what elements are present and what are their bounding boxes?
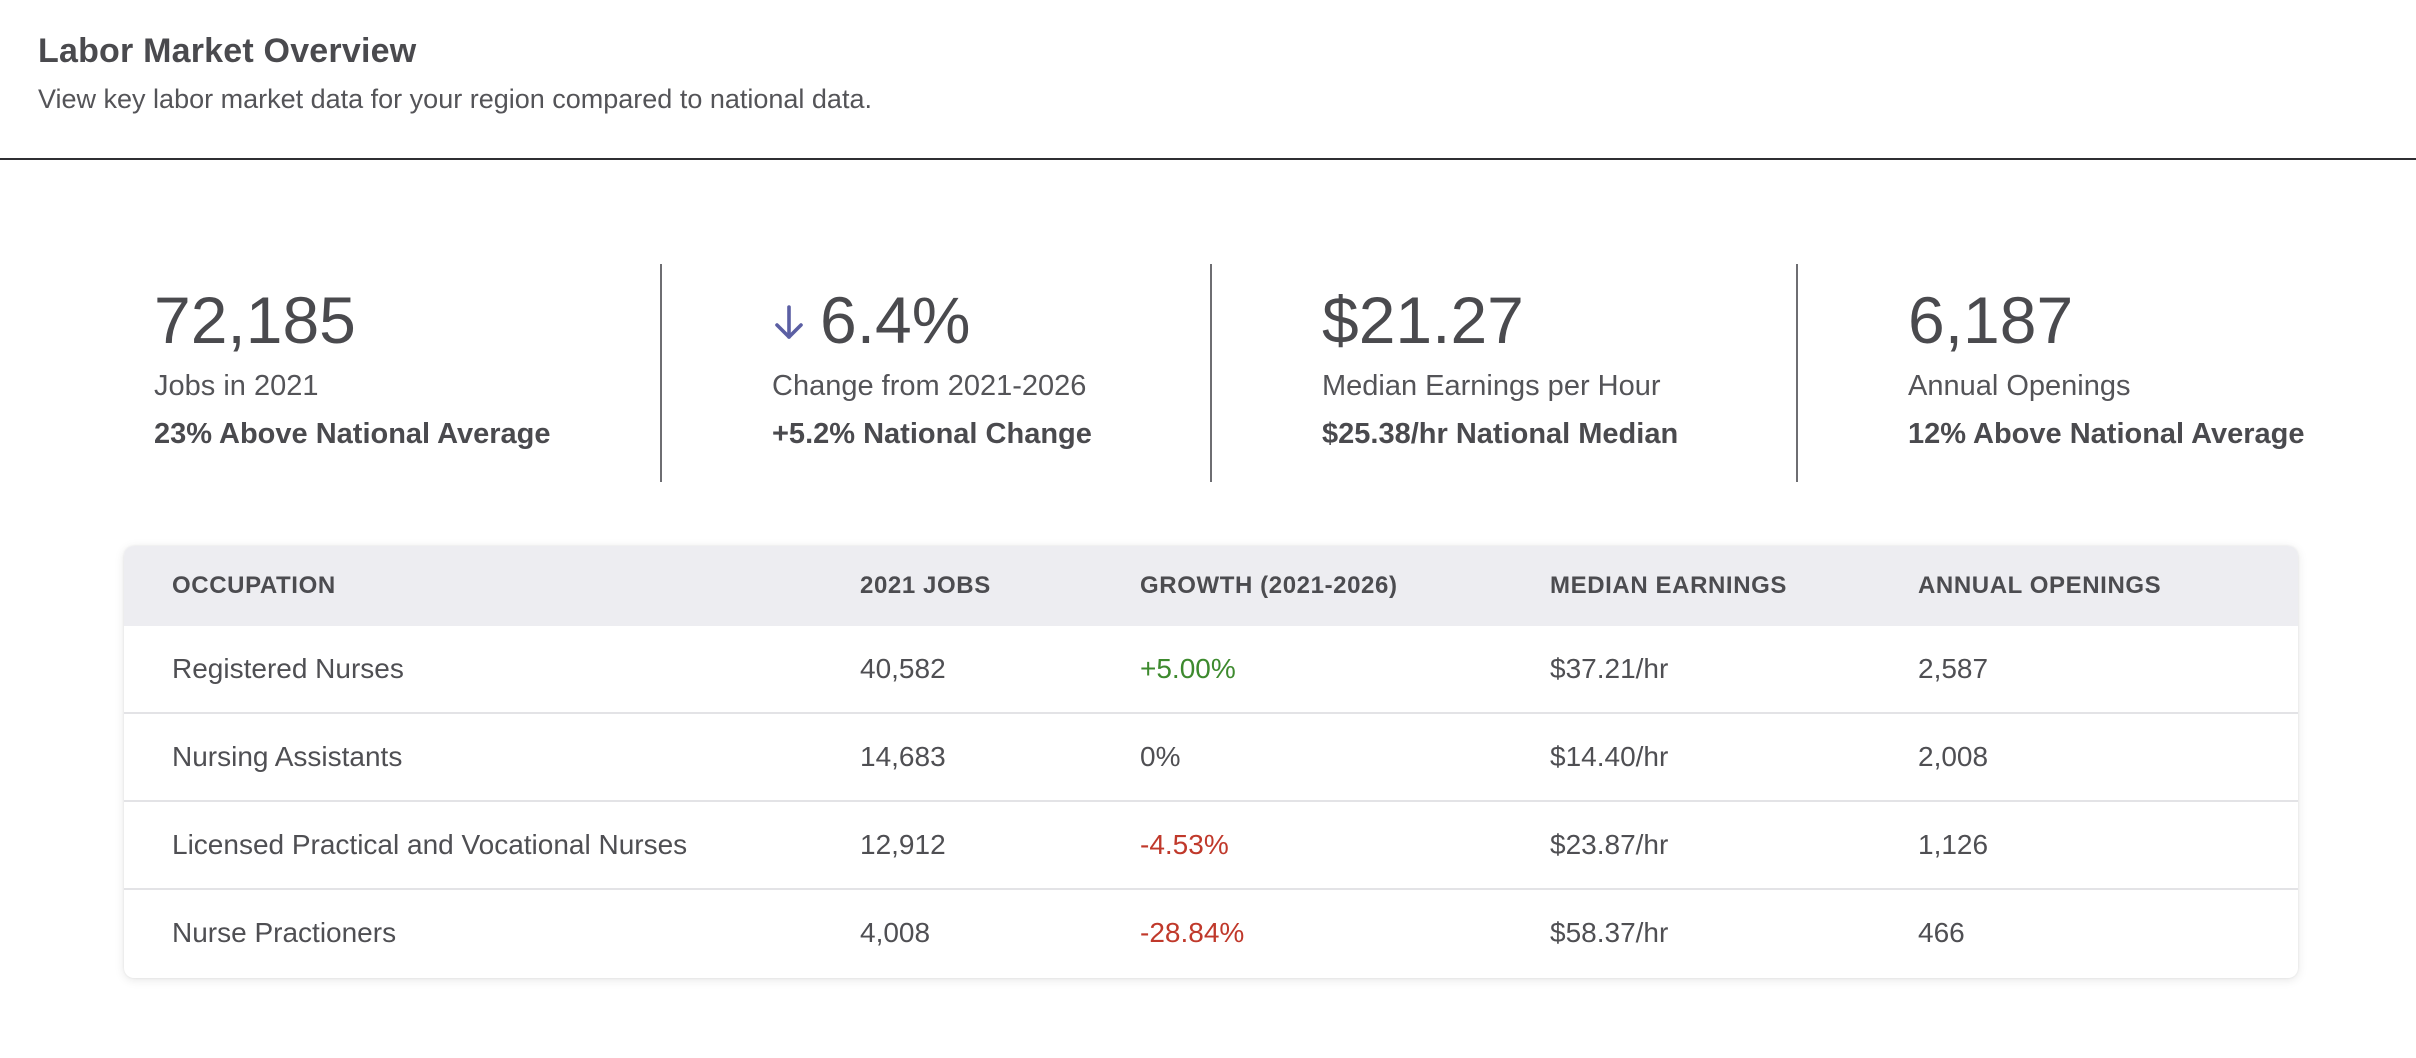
stats-row: 72,185 Jobs in 2021 23% Above National A… bbox=[0, 264, 2416, 484]
stat-label: Jobs in 2021 bbox=[154, 370, 319, 402]
cell-occupation: Nurse Practioners bbox=[172, 917, 397, 948]
stat-value: $21.27 bbox=[1322, 283, 1524, 357]
cell-jobs: 4,008 bbox=[860, 917, 931, 948]
cell-earnings: $58.37/hr bbox=[1550, 917, 1669, 948]
cell-openings: 2,008 bbox=[1918, 741, 1989, 772]
arrow-down-icon bbox=[775, 305, 803, 339]
table-row[interactable]: Licensed Practical and Vocational Nurses… bbox=[124, 802, 2298, 890]
stat-divider bbox=[660, 264, 662, 482]
cell-growth: -28.84% bbox=[1140, 917, 1245, 948]
stat-compare: +5.2% National Change bbox=[772, 418, 1092, 450]
cell-earnings: $23.87/hr bbox=[1550, 829, 1669, 860]
cell-occupation: Registered Nurses bbox=[172, 653, 404, 684]
stat-label: Annual Openings bbox=[1908, 370, 2131, 402]
stat-value: 72,185 bbox=[154, 283, 356, 357]
cell-openings: 2,587 bbox=[1918, 653, 1989, 684]
page-header: Labor Market Overview View key labor mar… bbox=[0, 0, 2416, 160]
cell-jobs: 40,582 bbox=[860, 653, 946, 684]
occupation-table: OCCUPATION 2021 JOBS GROWTH (2021-2026) … bbox=[124, 546, 2298, 978]
table-row[interactable]: Registered Nurses 40,582 +5.00% $37.21/h… bbox=[124, 626, 2298, 714]
column-header-jobs[interactable]: 2021 JOBS bbox=[860, 572, 991, 599]
table-row[interactable]: Nursing Assistants 14,683 0% $14.40/hr 2… bbox=[124, 714, 2298, 802]
page-subtitle: View key labor market data for your regi… bbox=[38, 84, 872, 114]
stat-value: 6,187 bbox=[1908, 283, 2074, 357]
stat-divider bbox=[1210, 264, 1212, 482]
cell-growth: +5.00% bbox=[1140, 653, 1236, 684]
stat-label: Change from 2021-2026 bbox=[772, 370, 1087, 402]
table-row[interactable]: Nurse Practioners 4,008 -28.84% $58.37/h… bbox=[124, 890, 2298, 978]
cell-growth: -4.53% bbox=[1140, 829, 1229, 860]
column-header-openings[interactable]: ANNUAL OPENINGS bbox=[1918, 572, 2162, 599]
column-header-occupation[interactable]: OCCUPATION bbox=[172, 572, 336, 599]
stat-label: Median Earnings per Hour bbox=[1322, 370, 1661, 402]
cell-earnings: $14.40/hr bbox=[1550, 741, 1669, 772]
cell-openings: 1,126 bbox=[1918, 829, 1989, 860]
stat-compare: 12% Above National Average bbox=[1908, 418, 2305, 450]
cell-jobs: 12,912 bbox=[860, 829, 946, 860]
column-header-earnings[interactable]: MEDIAN EARNINGS bbox=[1550, 572, 1788, 599]
cell-occupation: Nursing Assistants bbox=[172, 741, 403, 772]
stat-compare: 23% Above National Average bbox=[154, 418, 551, 450]
cell-jobs: 14,683 bbox=[860, 741, 946, 772]
cell-openings: 466 bbox=[1918, 917, 1965, 948]
cell-occupation: Licensed Practical and Vocational Nurses bbox=[172, 829, 688, 860]
cell-growth: 0% bbox=[1140, 741, 1181, 772]
stat-divider bbox=[1796, 264, 1798, 482]
page-title: Labor Market Overview bbox=[38, 32, 417, 70]
stat-compare: $25.38/hr National Median bbox=[1322, 418, 1679, 450]
table-header: OCCUPATION 2021 JOBS GROWTH (2021-2026) … bbox=[124, 546, 2298, 626]
column-header-growth[interactable]: GROWTH (2021-2026) bbox=[1140, 572, 1398, 599]
stat-value-row: 6.4% bbox=[772, 282, 970, 358]
cell-earnings: $37.21/hr bbox=[1550, 653, 1669, 684]
stat-value: 6.4% bbox=[820, 283, 971, 357]
